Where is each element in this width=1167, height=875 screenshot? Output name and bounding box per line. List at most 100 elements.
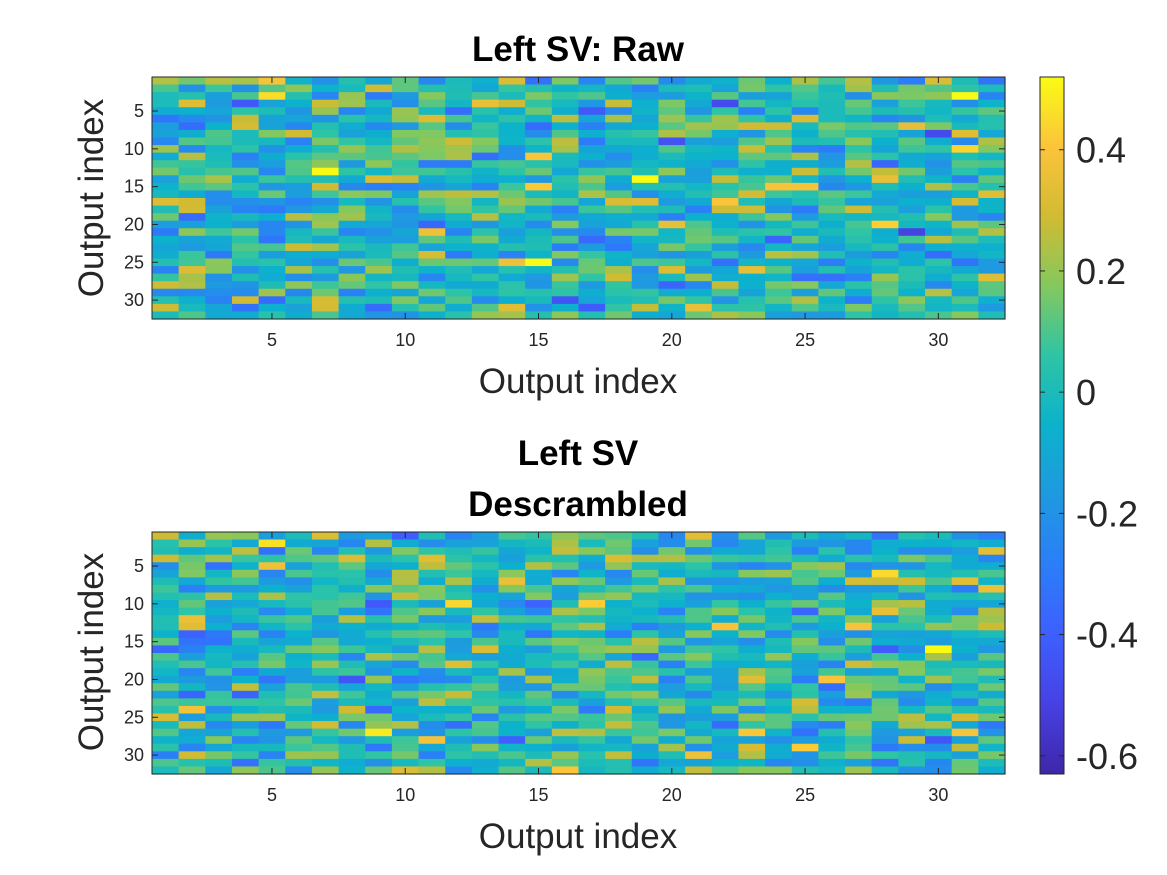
heatmap-cell xyxy=(152,622,180,631)
heatmap-cell xyxy=(498,645,526,654)
heatmap-cell xyxy=(658,547,686,556)
heatmap-cell xyxy=(551,77,580,86)
heatmap-cell xyxy=(285,235,313,244)
heatmap-cell xyxy=(605,539,633,548)
heatmap-cell xyxy=(338,152,366,161)
heatmap-cell xyxy=(231,228,260,237)
heatmap-cell xyxy=(605,235,633,244)
heatmap-cell xyxy=(178,592,206,601)
heatmap-cell xyxy=(871,554,899,563)
heatmap-cell xyxy=(551,296,580,305)
heatmap-cell xyxy=(578,622,606,631)
heatmap-cell xyxy=(791,660,820,669)
heatmap-cell xyxy=(738,728,766,737)
heatmap-cell xyxy=(338,114,366,123)
heatmap-cell xyxy=(845,235,873,244)
heatmap-cell xyxy=(951,167,979,176)
heatmap-cell xyxy=(365,615,393,624)
heatmap-cell xyxy=(445,645,473,654)
heatmap-cell xyxy=(925,736,953,745)
heatmap-cell xyxy=(898,698,926,707)
heatmap-cell xyxy=(578,288,606,297)
heatmap-cell xyxy=(765,167,793,176)
heatmap-cell xyxy=(551,213,580,222)
heatmap-cell xyxy=(551,645,580,654)
heatmap-cell xyxy=(365,303,393,313)
heatmap-cell xyxy=(152,160,180,169)
heatmap-cell xyxy=(311,273,340,282)
heatmap-cell xyxy=(925,266,953,275)
heatmap-cell xyxy=(498,751,526,760)
heatmap-cell xyxy=(551,122,580,131)
heatmap-cell xyxy=(951,751,979,760)
heatmap-cell xyxy=(898,273,926,282)
heatmap-cell xyxy=(631,600,660,609)
heatmap-cell xyxy=(525,562,553,571)
heatmap-cell xyxy=(525,736,553,745)
heatmap-cell xyxy=(551,660,580,669)
heatmap-cell xyxy=(631,698,660,707)
heatmap-cell xyxy=(258,751,286,760)
heatmap-cell xyxy=(525,728,553,737)
heatmap-cell xyxy=(258,584,286,594)
heatmap-cell xyxy=(925,160,953,169)
heatmap-cell xyxy=(445,751,473,760)
heatmap-cell xyxy=(845,205,873,214)
heatmap-cell xyxy=(871,766,899,775)
heatmap-cell xyxy=(978,622,1006,631)
heatmap-cell xyxy=(525,175,553,184)
heatmap-cell xyxy=(231,728,260,737)
heatmap-cell xyxy=(471,220,500,229)
heatmap-cell xyxy=(765,122,793,131)
heatmap-cell xyxy=(818,99,846,108)
heatmap-cell xyxy=(978,690,1006,699)
heatmap-cell xyxy=(418,554,446,563)
heatmap-cell xyxy=(551,281,580,290)
heatmap-cell xyxy=(951,675,979,684)
heatmap-cell xyxy=(978,554,1006,563)
heatmap-cell xyxy=(498,190,526,199)
heatmap-cell xyxy=(738,258,766,267)
heatmap-cell xyxy=(658,182,686,192)
heatmap-cell xyxy=(445,728,473,737)
heatmap-cell xyxy=(978,145,1006,154)
heatmap-cell xyxy=(658,220,686,229)
heatmap-cell xyxy=(311,547,340,556)
heatmap-cell xyxy=(231,175,260,184)
heatmap-cell xyxy=(631,539,660,548)
heatmap-cell xyxy=(178,584,206,594)
x-tick-label: 5 xyxy=(267,785,277,805)
heatmap-cell xyxy=(711,705,740,715)
y-tick-label: 30 xyxy=(124,745,144,765)
heatmap-cell xyxy=(285,758,313,768)
heatmap-cell xyxy=(978,77,1006,86)
heatmap-cell xyxy=(818,607,846,616)
heatmap-cell xyxy=(738,281,766,290)
heatmap-cell xyxy=(925,637,953,647)
heatmap-cell xyxy=(311,690,340,699)
heatmap-cell xyxy=(765,622,793,631)
heatmap-cell xyxy=(791,190,820,199)
heatmap-cell xyxy=(845,645,873,654)
heatmap-cell xyxy=(551,167,580,176)
heatmap-cell xyxy=(951,107,979,116)
heatmap-cell xyxy=(765,690,793,699)
heatmap-cell xyxy=(445,622,473,631)
heatmap-cell xyxy=(391,220,420,229)
heatmap-cell xyxy=(418,600,446,609)
heatmap-cell xyxy=(525,258,553,267)
heatmap-cell xyxy=(871,577,899,586)
heatmap-cell xyxy=(845,743,873,752)
heatmap-cell xyxy=(471,92,500,101)
heatmap-cell xyxy=(925,175,953,184)
heatmap-cell xyxy=(418,547,446,556)
heatmap-cell xyxy=(951,77,979,86)
heatmap-cell xyxy=(178,152,206,161)
heatmap-cell xyxy=(258,129,286,139)
heatmap-cell xyxy=(685,630,713,639)
heatmap-cell xyxy=(578,743,606,752)
heatmap-cell xyxy=(791,288,820,297)
heatmap-cell xyxy=(791,698,820,707)
heatmap-cell xyxy=(925,99,953,108)
heatmap-cell xyxy=(338,145,366,154)
